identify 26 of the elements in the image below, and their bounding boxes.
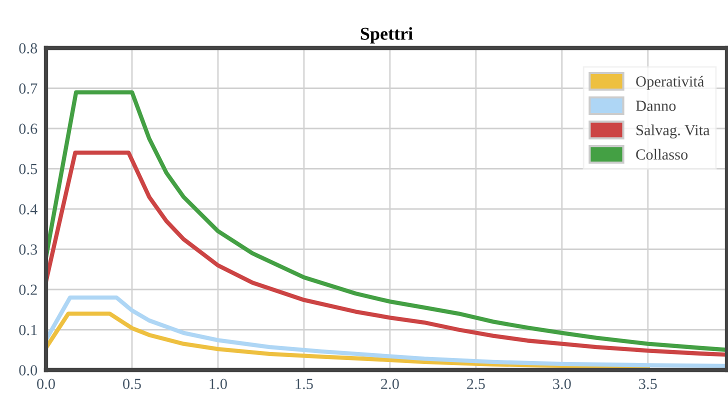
x-tick-label: 3.0 xyxy=(553,378,571,390)
legend-label: Operativitá xyxy=(636,76,704,90)
x-tick-label: 1.5 xyxy=(296,378,313,390)
line-series xyxy=(46,90,727,352)
y-tick-label: 0.5 xyxy=(19,164,38,174)
y-tick-label: 0.3 xyxy=(19,244,38,255)
x-tick-label: 2.0 xyxy=(381,378,399,390)
y-tick-label: 0.2 xyxy=(19,284,37,296)
y-tick-label: 0.1 xyxy=(19,324,37,336)
legend-label: Salvag. Vita xyxy=(636,124,710,138)
x-tick-label: 3.5 xyxy=(639,378,657,390)
legend-label: Collasso xyxy=(636,148,688,160)
y-tick-label: 0.0 xyxy=(19,365,38,376)
x-tick-label: 0.5 xyxy=(123,378,141,390)
legend-label: Danno xyxy=(636,100,676,111)
line-series xyxy=(46,150,727,357)
line-series xyxy=(46,312,650,370)
chart-title: Spettri xyxy=(360,27,413,44)
y-tick-label: 0.6 xyxy=(19,124,38,134)
x-tick-label: 2.5 xyxy=(467,378,485,390)
y-tick-label: 0.4 xyxy=(19,204,38,215)
x-tick-label: 1.0 xyxy=(210,378,227,390)
y-tick-label: 0.8 xyxy=(19,43,38,54)
y-tick-label: 0.7 xyxy=(19,83,38,94)
x-tick-label: 0.0 xyxy=(37,378,55,390)
line-series xyxy=(46,295,727,368)
